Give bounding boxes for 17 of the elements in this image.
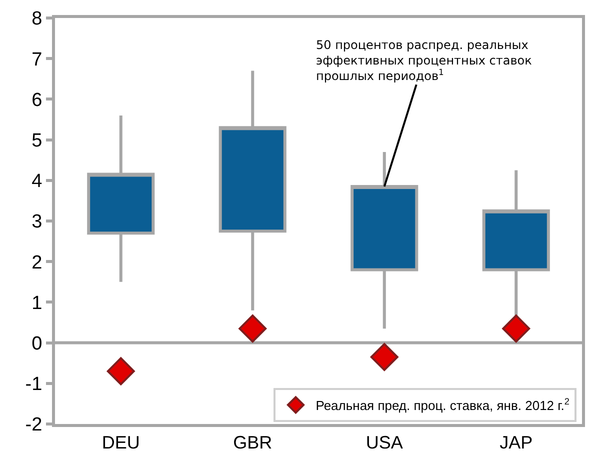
y-tick-label: 2 [32,252,42,274]
y-tick-label: 4 [32,171,43,192]
y-tick-label: -2 [25,414,42,436]
x-tick-label: USA [366,432,403,453]
y-tick-label: 3 [32,212,42,233]
legend-label: Реальная пред. проц. ставка, янв. 2012 г.$^{2}$ [316,396,570,413]
annotation: 50 процентов распред. реальных эффективных процентных ставок прошлых периодов$^{1}$ [316,38,532,84]
y-tick-label: 7 [32,49,42,70]
x-tick-label: GBR [233,432,272,453]
y-tick-label: 8 [32,8,42,30]
y-tick-label: 0 [32,333,42,354]
x-tick-label: JAP [500,432,533,453]
y-tick-label: 5 [32,130,42,152]
x-tick-label: DEU [102,432,140,453]
y-tick-label: 1 [32,292,42,314]
y-tick-label: -1 [25,374,42,396]
y-tick-label: 6 [32,90,42,111]
